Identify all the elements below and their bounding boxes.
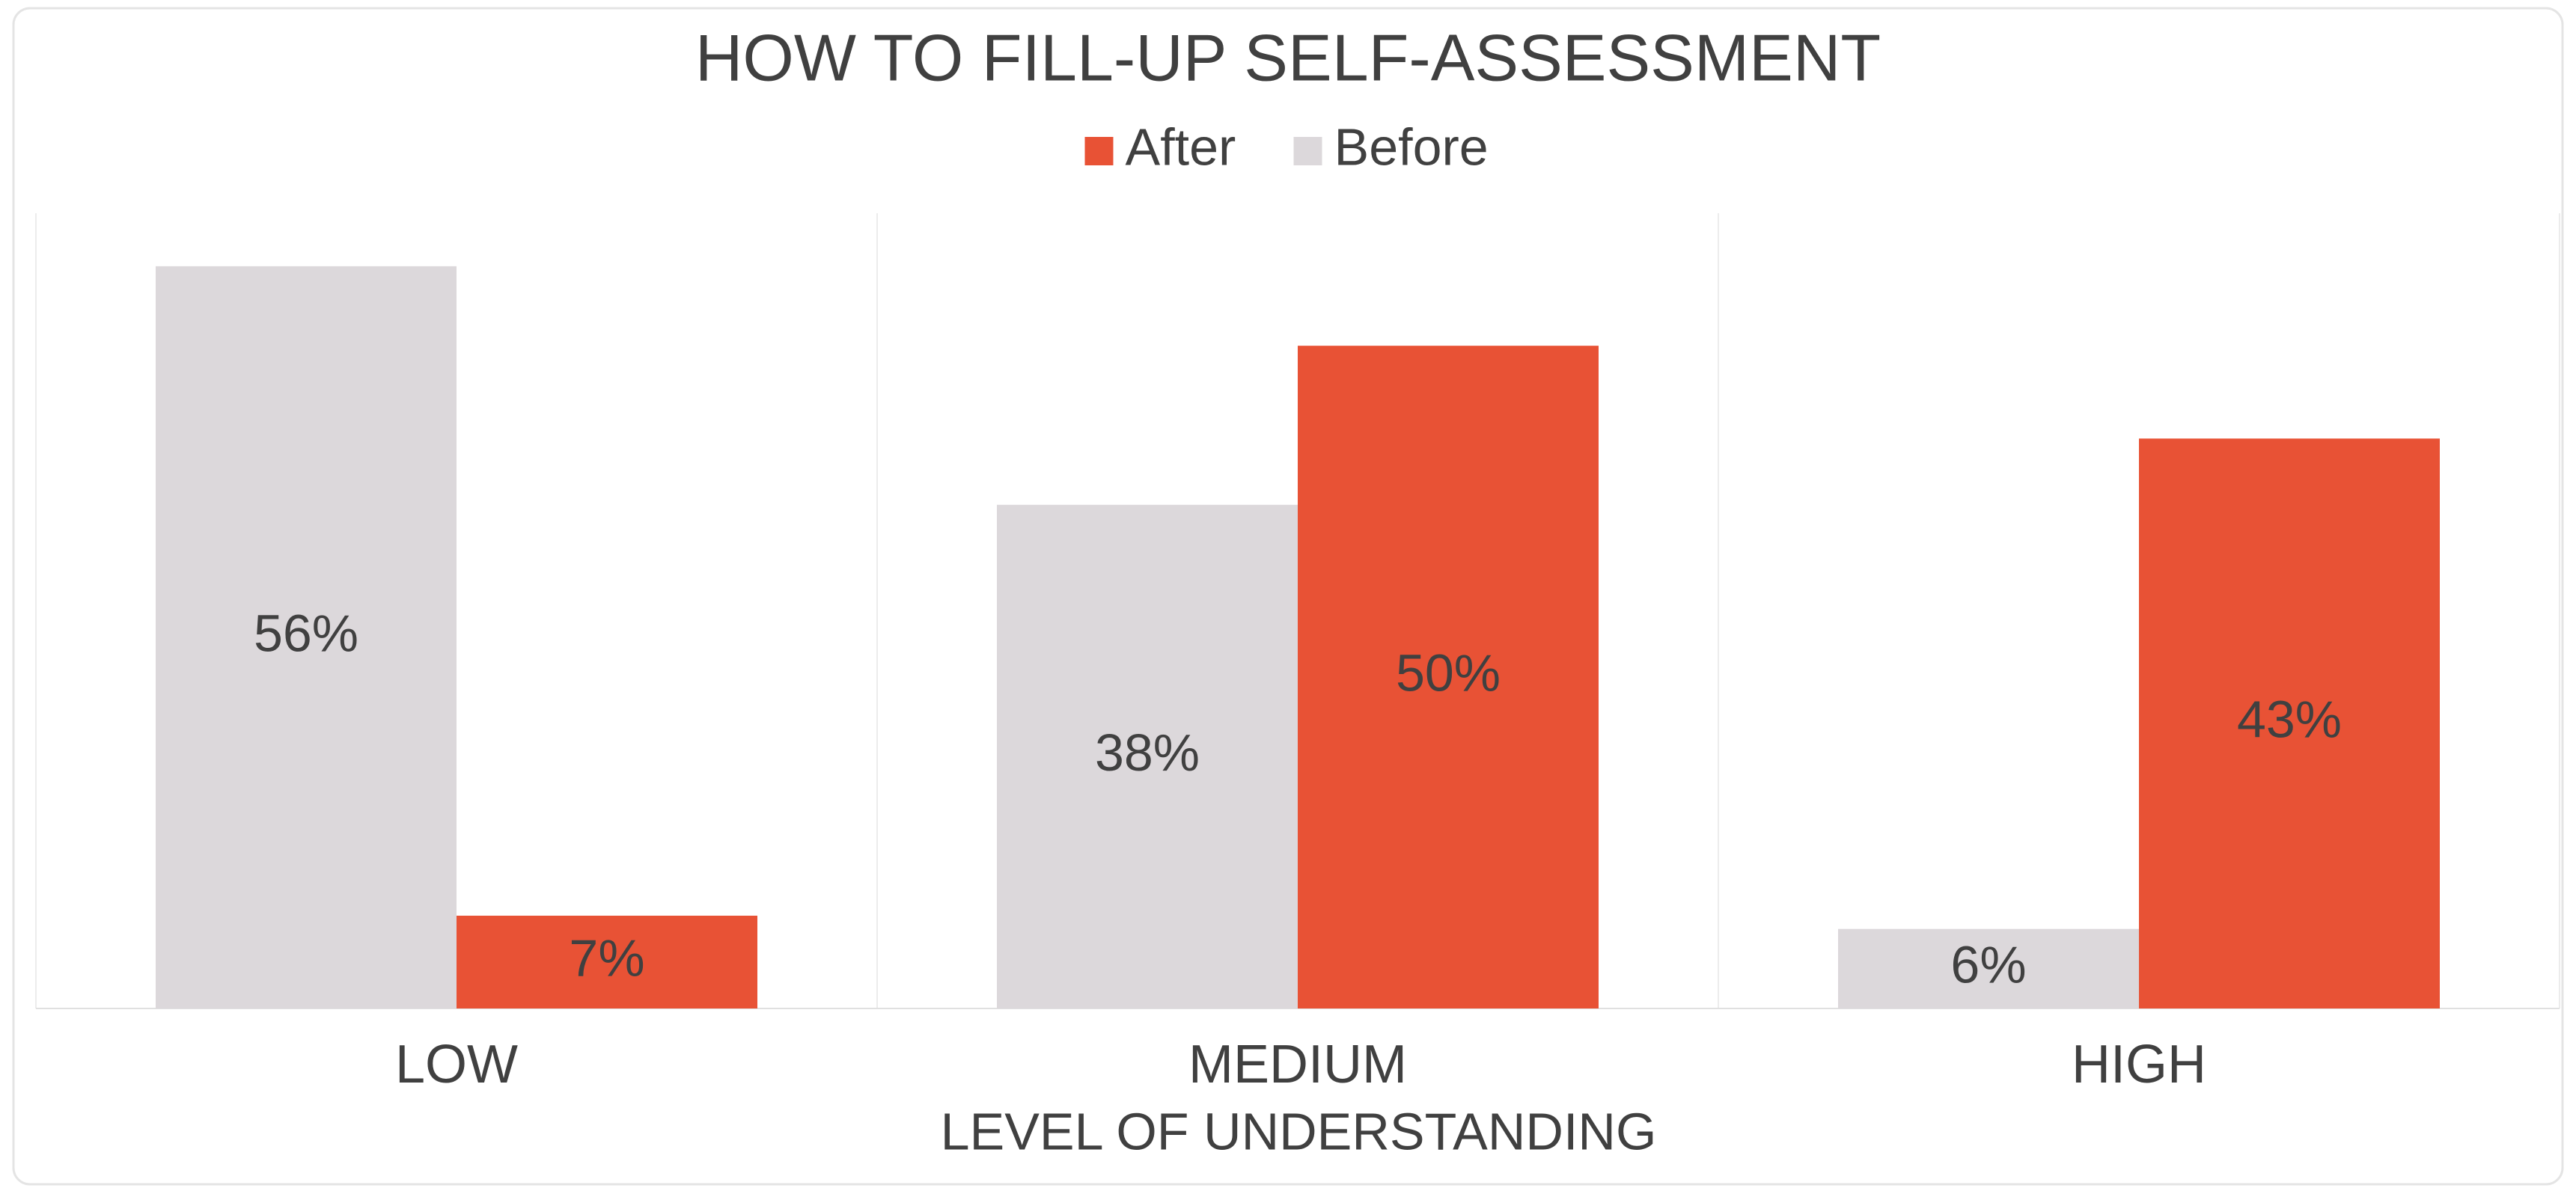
legend-label: After [1126,117,1236,176]
chart-title: HOW TO FILL-UP SELF-ASSESSMENT [695,20,1881,94]
x-tick-label: LOW [395,1035,518,1094]
data-label: 38% [1095,723,1200,782]
bar [1298,346,1599,1009]
data-label: 43% [2237,691,2342,749]
x-axis-title: LEVEL OF UNDERSTANDING [941,1102,1657,1160]
bar [457,915,757,1008]
x-tick-label: HIGH [2072,1035,2206,1094]
legend-label: Before [1334,117,1489,176]
bar [156,266,457,1008]
data-label: 7% [569,928,644,987]
legend-swatch [1084,137,1114,165]
data-label: 50% [1396,644,1501,702]
legend-swatch [1293,137,1322,165]
bar [997,504,1298,1008]
x-tick-label: MEDIUM [1188,1035,1407,1094]
data-label: 6% [1950,935,2026,994]
data-label: 56% [254,604,358,662]
bar [2139,438,2440,1008]
bar [1838,928,2139,1008]
